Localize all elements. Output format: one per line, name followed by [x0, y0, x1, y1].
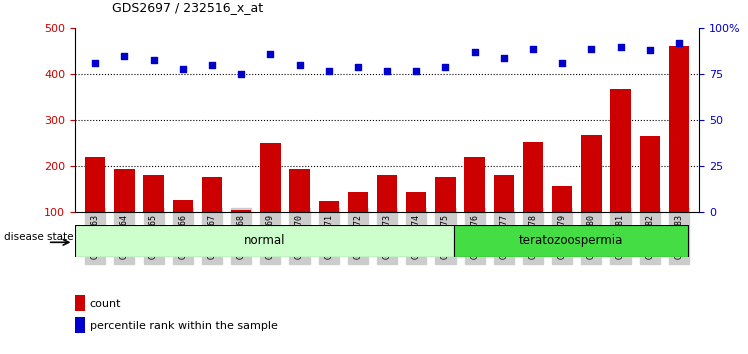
Bar — [640, 137, 660, 258]
Bar — [231, 210, 251, 258]
Bar — [289, 169, 310, 258]
Point — [527, 46, 539, 51]
Point — [498, 55, 510, 61]
Bar — [406, 192, 426, 258]
Point — [615, 44, 627, 50]
Bar — [377, 175, 397, 258]
Point — [644, 47, 656, 53]
Bar — [260, 143, 280, 258]
Bar — [465, 157, 485, 258]
Text: teratozoospermia: teratozoospermia — [519, 234, 623, 247]
Point — [89, 61, 101, 66]
Bar — [610, 89, 631, 258]
Point — [147, 57, 159, 62]
Point — [118, 53, 130, 59]
Point — [586, 46, 598, 51]
Bar — [319, 201, 339, 258]
Text: GDS2697 / 232516_x_at: GDS2697 / 232516_x_at — [112, 1, 263, 14]
Bar — [581, 135, 601, 258]
Bar — [173, 200, 193, 258]
Point — [206, 62, 218, 68]
Point — [557, 61, 568, 66]
Point — [440, 64, 452, 70]
Bar — [552, 186, 572, 258]
Point — [264, 51, 276, 57]
Text: normal: normal — [244, 234, 285, 247]
Bar — [75, 316, 85, 333]
Bar — [85, 157, 105, 258]
Point — [293, 62, 305, 68]
Bar — [523, 142, 543, 258]
Text: disease state: disease state — [4, 232, 73, 242]
Point — [469, 50, 481, 55]
Bar — [75, 225, 454, 257]
Point — [673, 40, 685, 46]
Point — [322, 68, 334, 74]
Bar — [348, 192, 368, 258]
Point — [411, 68, 423, 74]
Point — [177, 66, 188, 72]
Bar — [202, 177, 222, 258]
Bar — [144, 175, 164, 258]
Bar — [435, 177, 456, 258]
Bar — [494, 175, 514, 258]
Point — [352, 64, 364, 70]
Text: count: count — [90, 299, 121, 309]
Bar — [669, 46, 689, 258]
Point — [381, 68, 393, 74]
Bar — [454, 225, 687, 257]
Text: percentile rank within the sample: percentile rank within the sample — [90, 321, 278, 331]
Bar — [75, 295, 85, 311]
Point — [235, 72, 247, 77]
Bar — [114, 169, 135, 258]
